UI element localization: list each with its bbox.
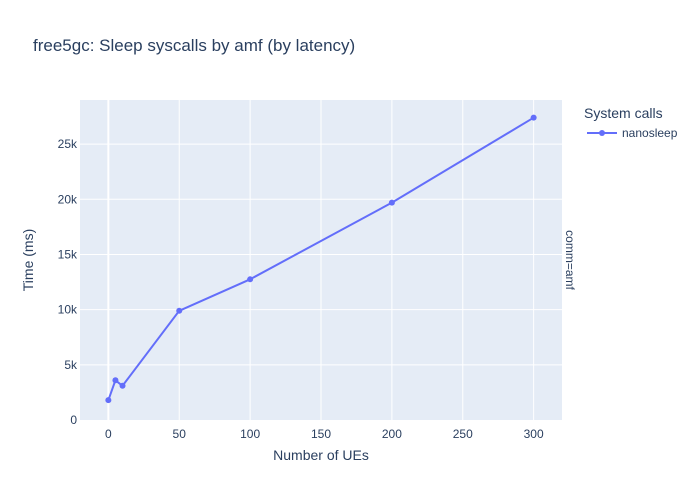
- y-axis-label: Time (ms): [20, 229, 36, 291]
- x-tick-label-1: 50: [173, 427, 187, 441]
- x-tick-label-5: 250: [453, 427, 473, 441]
- legend-title: System calls: [584, 105, 663, 121]
- y-tick-label-5: 25k: [58, 137, 78, 151]
- facet-label: comm=amf: [563, 230, 577, 290]
- x-axis-ticks: 0 50 100 150 200 250 300: [105, 427, 544, 441]
- legend-items[interactable]: nanosleep: [587, 126, 678, 140]
- data-point-nanosleep-2: [119, 382, 126, 389]
- grid-lines: [80, 100, 562, 420]
- y-tick-label-2: 10k: [58, 303, 78, 317]
- data-point-nanosleep-4: [247, 276, 254, 283]
- legend-swatch-marker-0: [599, 130, 605, 136]
- x-axis-label: Number of UEs: [273, 447, 369, 463]
- data-point-nanosleep-5: [388, 199, 395, 206]
- x-tick-label-0: 0: [105, 427, 112, 441]
- y-tick-label-3: 15k: [58, 247, 78, 261]
- x-tick-label-2: 100: [240, 427, 260, 441]
- y-tick-label-4: 20k: [58, 192, 78, 206]
- legend: System calls nanosleep: [584, 105, 678, 140]
- data-point-nanosleep-6: [530, 114, 537, 121]
- x-tick-label-4: 200: [382, 427, 402, 441]
- y-tick-label-1: 5k: [64, 358, 78, 372]
- series-layer: [105, 114, 537, 404]
- y-axis-ticks: 0 5k 10k 15k 20k 25k: [58, 137, 78, 427]
- data-point-nanosleep-3: [176, 307, 183, 314]
- data-point-nanosleep-0: [105, 397, 112, 404]
- y-tick-label-0: 0: [70, 413, 77, 427]
- x-tick-label-3: 150: [311, 427, 331, 441]
- legend-item-label-0[interactable]: nanosleep: [622, 126, 678, 140]
- chart-title: free5gc: Sleep syscalls by amf (by laten…: [33, 36, 355, 55]
- data-point-nanosleep-1: [112, 377, 119, 384]
- x-tick-label-6: 300: [524, 427, 544, 441]
